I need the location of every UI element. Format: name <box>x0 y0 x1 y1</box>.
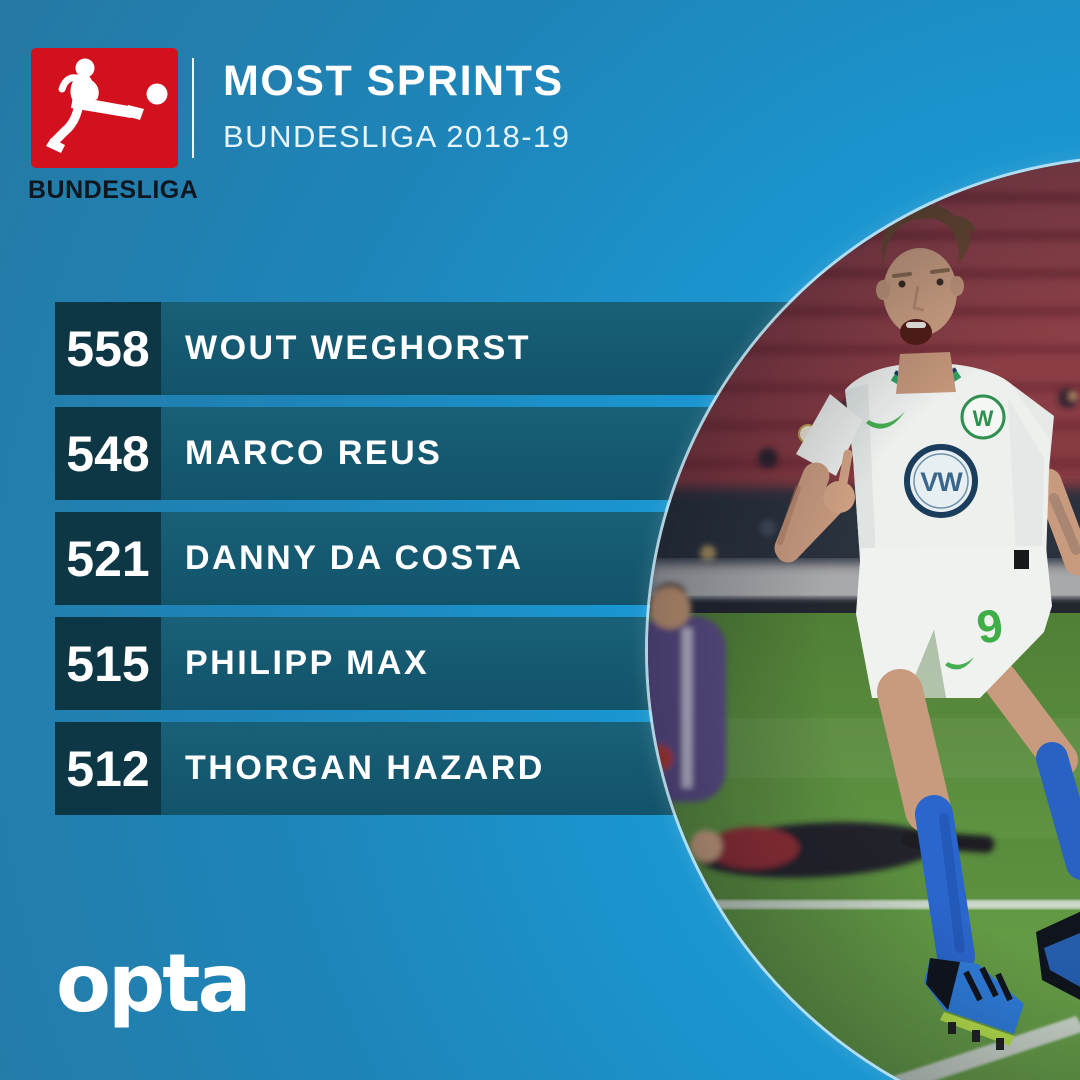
bundesliga-wordmark: BUNDESLIGA <box>28 176 199 204</box>
row-value: 515 <box>55 617 161 710</box>
row-value: 521 <box>55 512 161 605</box>
row-value: 558 <box>55 302 161 395</box>
opta-logo: opta <box>56 937 251 1030</box>
row-value: 512 <box>55 722 161 815</box>
page-title: MOST SPRINTS <box>223 57 564 105</box>
player-photo: W VW 9 <box>648 158 1080 1080</box>
bundesliga-logo <box>31 48 178 168</box>
row-value: 548 <box>55 407 161 500</box>
page-subtitle: BUNDESLIGA 2018-19 <box>223 119 571 154</box>
header-divider <box>192 58 194 158</box>
bundesliga-player-icon <box>46 58 168 153</box>
